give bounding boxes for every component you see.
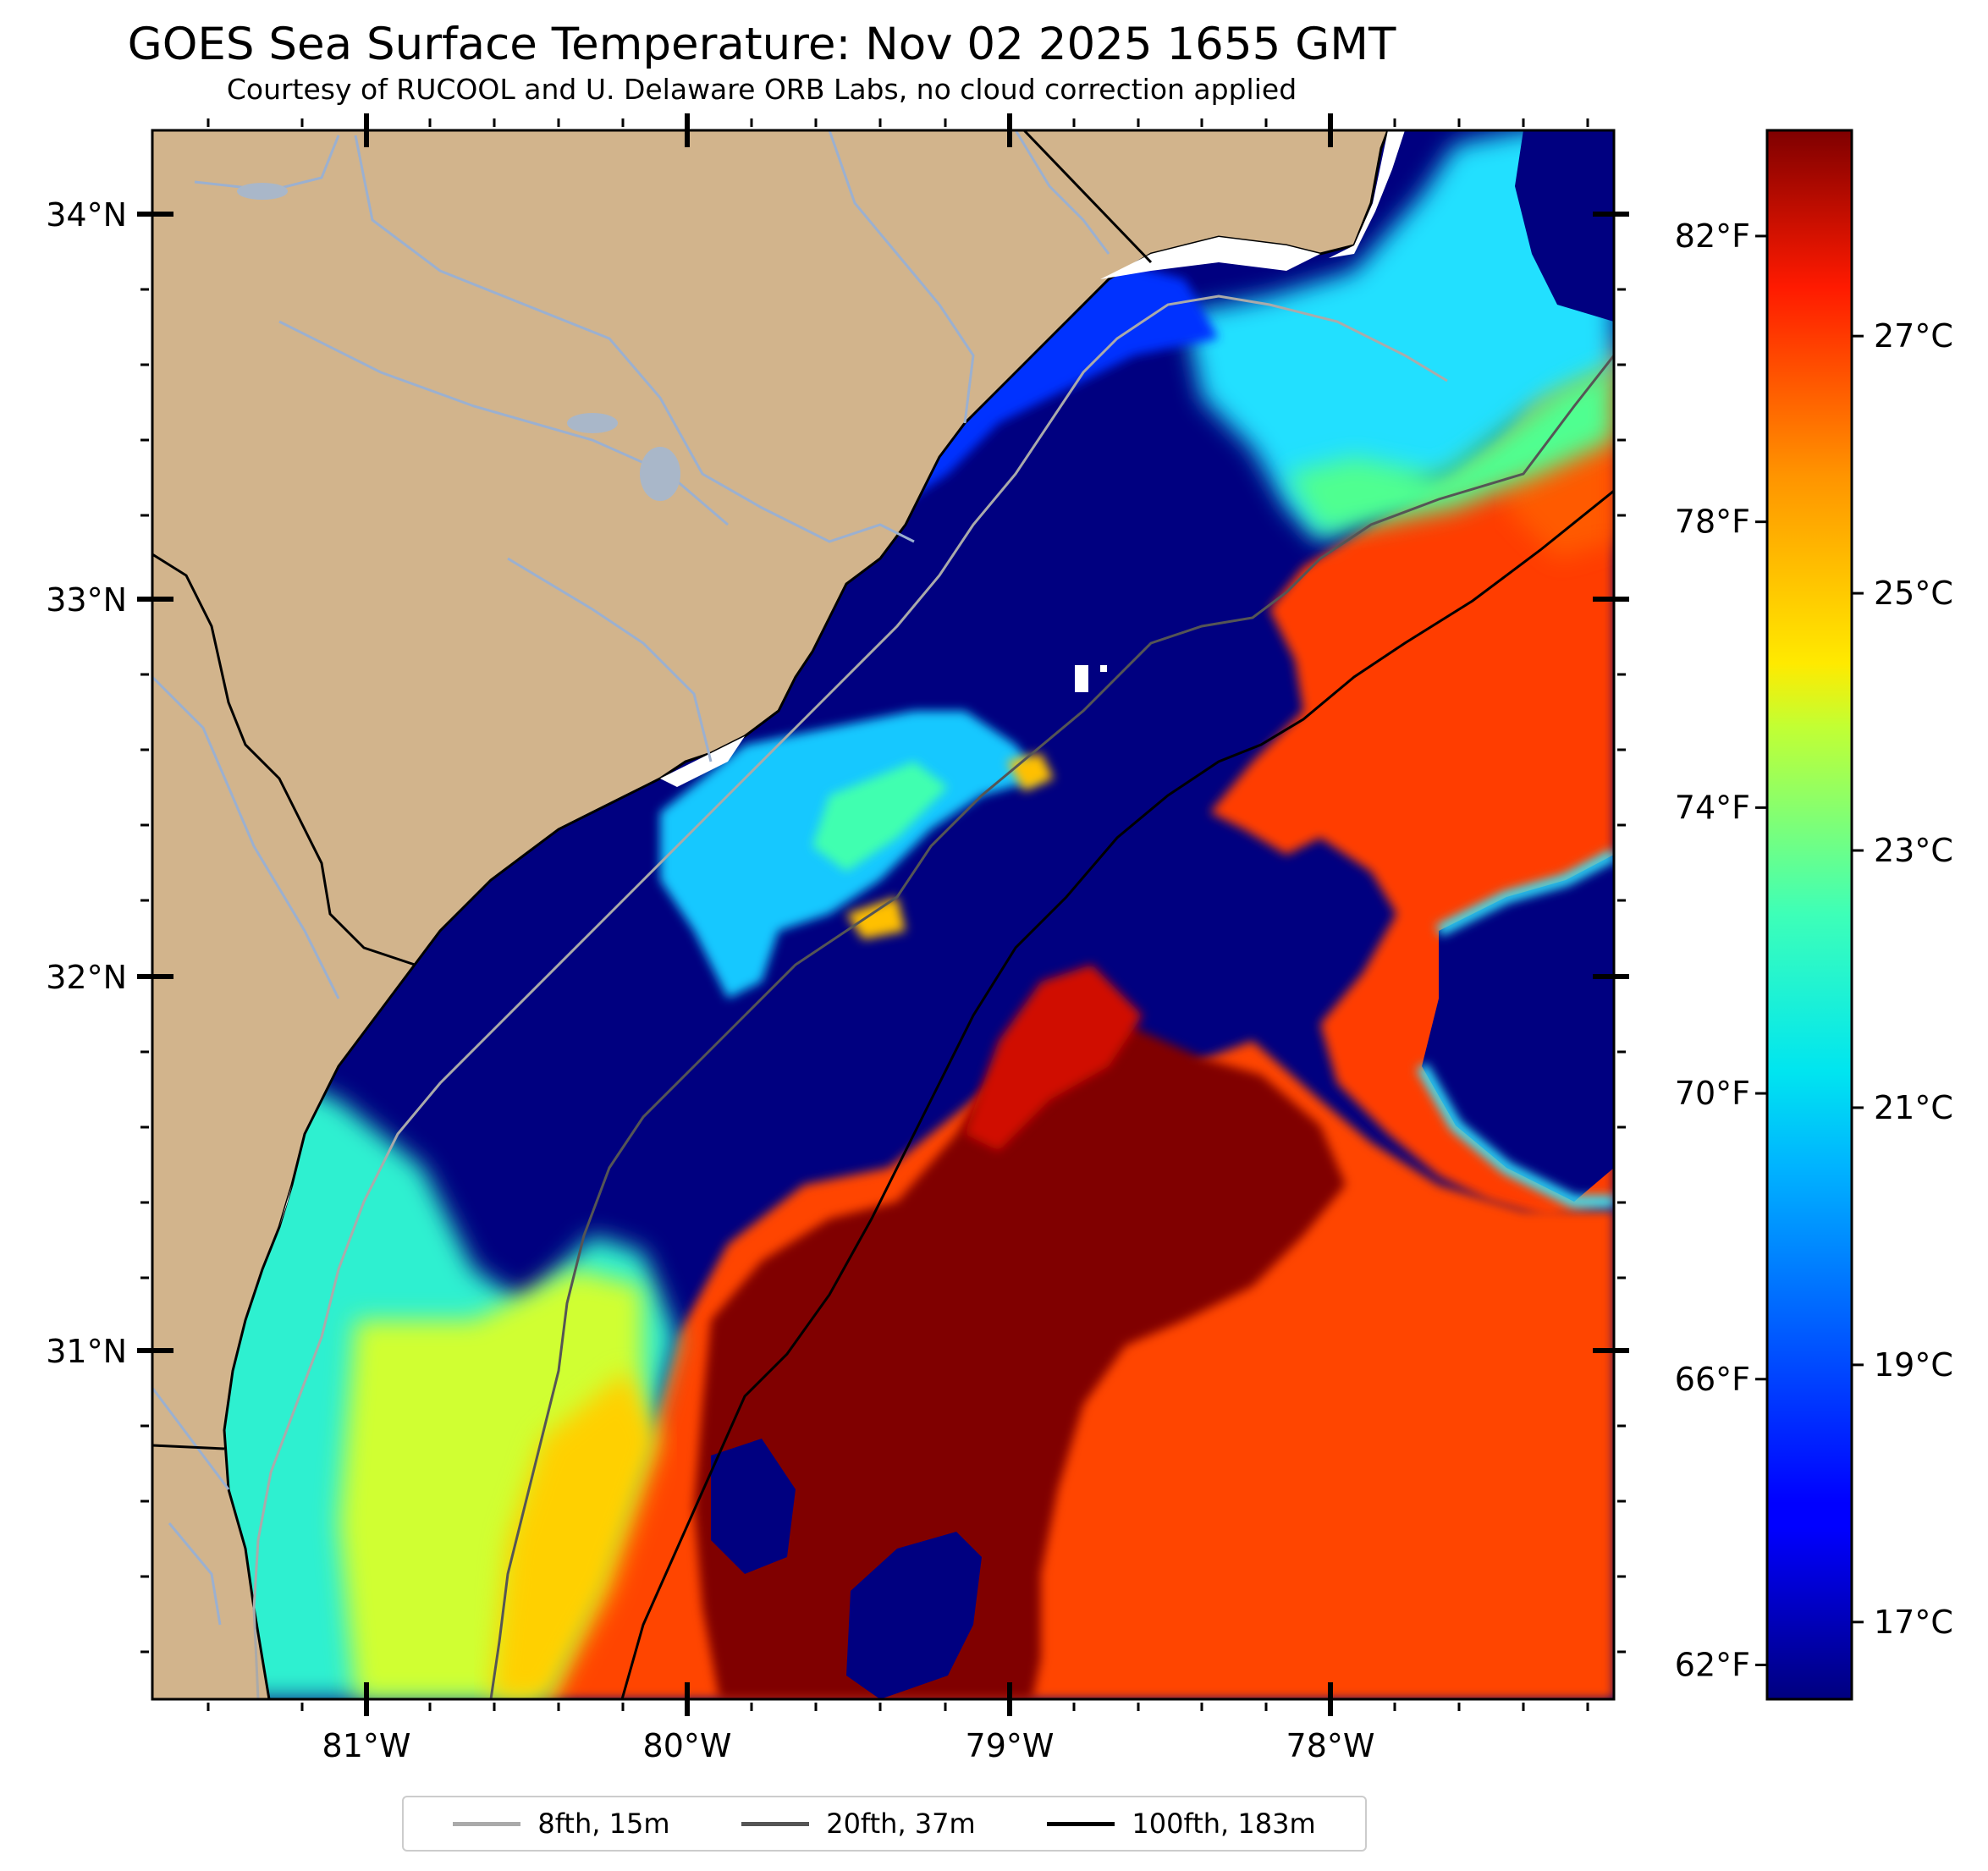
lon-label-81: 81°W bbox=[322, 1727, 411, 1764]
page-title: GOES Sea Surface Temperature: Nov 02 202… bbox=[127, 19, 1396, 70]
warm-core-eddy bbox=[694, 1024, 1346, 1699]
legend-swatch-8fth bbox=[453, 1821, 521, 1826]
legend-swatch-20fth bbox=[741, 1821, 810, 1826]
lake bbox=[640, 447, 680, 501]
legend-label-8fth: 8fth, 15m bbox=[537, 1808, 670, 1840]
red-tongue bbox=[965, 965, 1143, 1151]
mid-shelf-gold bbox=[846, 753, 1054, 939]
northern-cold-corner bbox=[1515, 130, 1614, 322]
lat-label-32: 32°N bbox=[46, 959, 127, 996]
colorbar-ticks: 27°C 25°C 23°C 21°C 19°C 17°C 82°F 78°F 74°F 70°F… bbox=[1675, 217, 1953, 1684]
no-data-pixels bbox=[1075, 665, 1088, 692]
legend-label-100fth: 100fth, 183m bbox=[1132, 1808, 1316, 1840]
lon-ticks bbox=[364, 113, 1333, 1716]
cold-pocket-south bbox=[846, 1532, 982, 1699]
map-area bbox=[152, 130, 1614, 1699]
lat-ticks bbox=[137, 212, 1629, 1353]
page-subtitle: Courtesy of RUCOOL and U. Delaware ORB L… bbox=[226, 73, 1297, 106]
isobath-100fth bbox=[620, 489, 1614, 1699]
lake bbox=[237, 183, 288, 200]
lat-label-31: 31°N bbox=[46, 1333, 127, 1370]
fahrenheit-label: 70°F bbox=[1675, 1075, 1750, 1112]
lake bbox=[567, 413, 618, 433]
legend-swatch-100fth bbox=[1047, 1821, 1115, 1826]
isobath-8fth bbox=[252, 294, 1448, 1699]
state-borders bbox=[152, 130, 1153, 1450]
map-frame bbox=[151, 129, 1616, 1701]
lon-label-78: 78°W bbox=[1286, 1727, 1375, 1764]
cold-pocket-south-2 bbox=[711, 1439, 796, 1574]
eastern-cold-ring bbox=[1416, 849, 1614, 1208]
lon-label-79: 79°W bbox=[966, 1727, 1055, 1764]
colorbar bbox=[1765, 129, 1853, 1701]
celsius-label: 25°C bbox=[1874, 575, 1953, 612]
fahrenheit-label: 74°F bbox=[1675, 789, 1750, 826]
fahrenheit-label: 62°F bbox=[1675, 1646, 1750, 1683]
lon-label-80: 80°W bbox=[643, 1727, 732, 1764]
celsius-label: 21°C bbox=[1874, 1089, 1953, 1126]
isobath-legend: 8fth, 15m 20fth, 37m 100fth, 183m bbox=[402, 1796, 1367, 1852]
celsius-label: 23°C bbox=[1874, 832, 1953, 869]
legend-item-100fth: 100fth, 183m bbox=[1047, 1808, 1316, 1840]
legend-item-20fth: 20fth, 37m bbox=[741, 1808, 976, 1840]
fahrenheit-label: 78°F bbox=[1675, 504, 1750, 541]
shelf-water-gold bbox=[491, 1371, 660, 1699]
barrier-island bbox=[1329, 130, 1405, 258]
fahrenheit-label: 66°F bbox=[1675, 1361, 1750, 1398]
eastern-cold-intrusion bbox=[1422, 855, 1614, 1202]
northern-plume bbox=[1185, 130, 1614, 542]
minor-ticks bbox=[140, 118, 1626, 1711]
celsius-label: 19°C bbox=[1874, 1346, 1953, 1384]
lat-label-34: 34°N bbox=[46, 196, 127, 234]
celsius-label: 27°C bbox=[1874, 317, 1953, 355]
mid-shelf-green bbox=[812, 762, 948, 872]
isobath-20fth bbox=[489, 355, 1614, 1699]
lat-label-33: 33°N bbox=[46, 581, 127, 619]
northern-plume-green bbox=[1286, 364, 1614, 533]
rivers bbox=[152, 130, 1110, 1626]
no-data-pixel bbox=[1100, 665, 1107, 672]
legend-item-8fth: 8fth, 15m bbox=[453, 1808, 669, 1840]
celsius-label: 17°C bbox=[1874, 1604, 1953, 1641]
legend-label-20fth: 20fth, 37m bbox=[826, 1808, 976, 1840]
fahrenheit-label: 82°F bbox=[1675, 217, 1750, 255]
